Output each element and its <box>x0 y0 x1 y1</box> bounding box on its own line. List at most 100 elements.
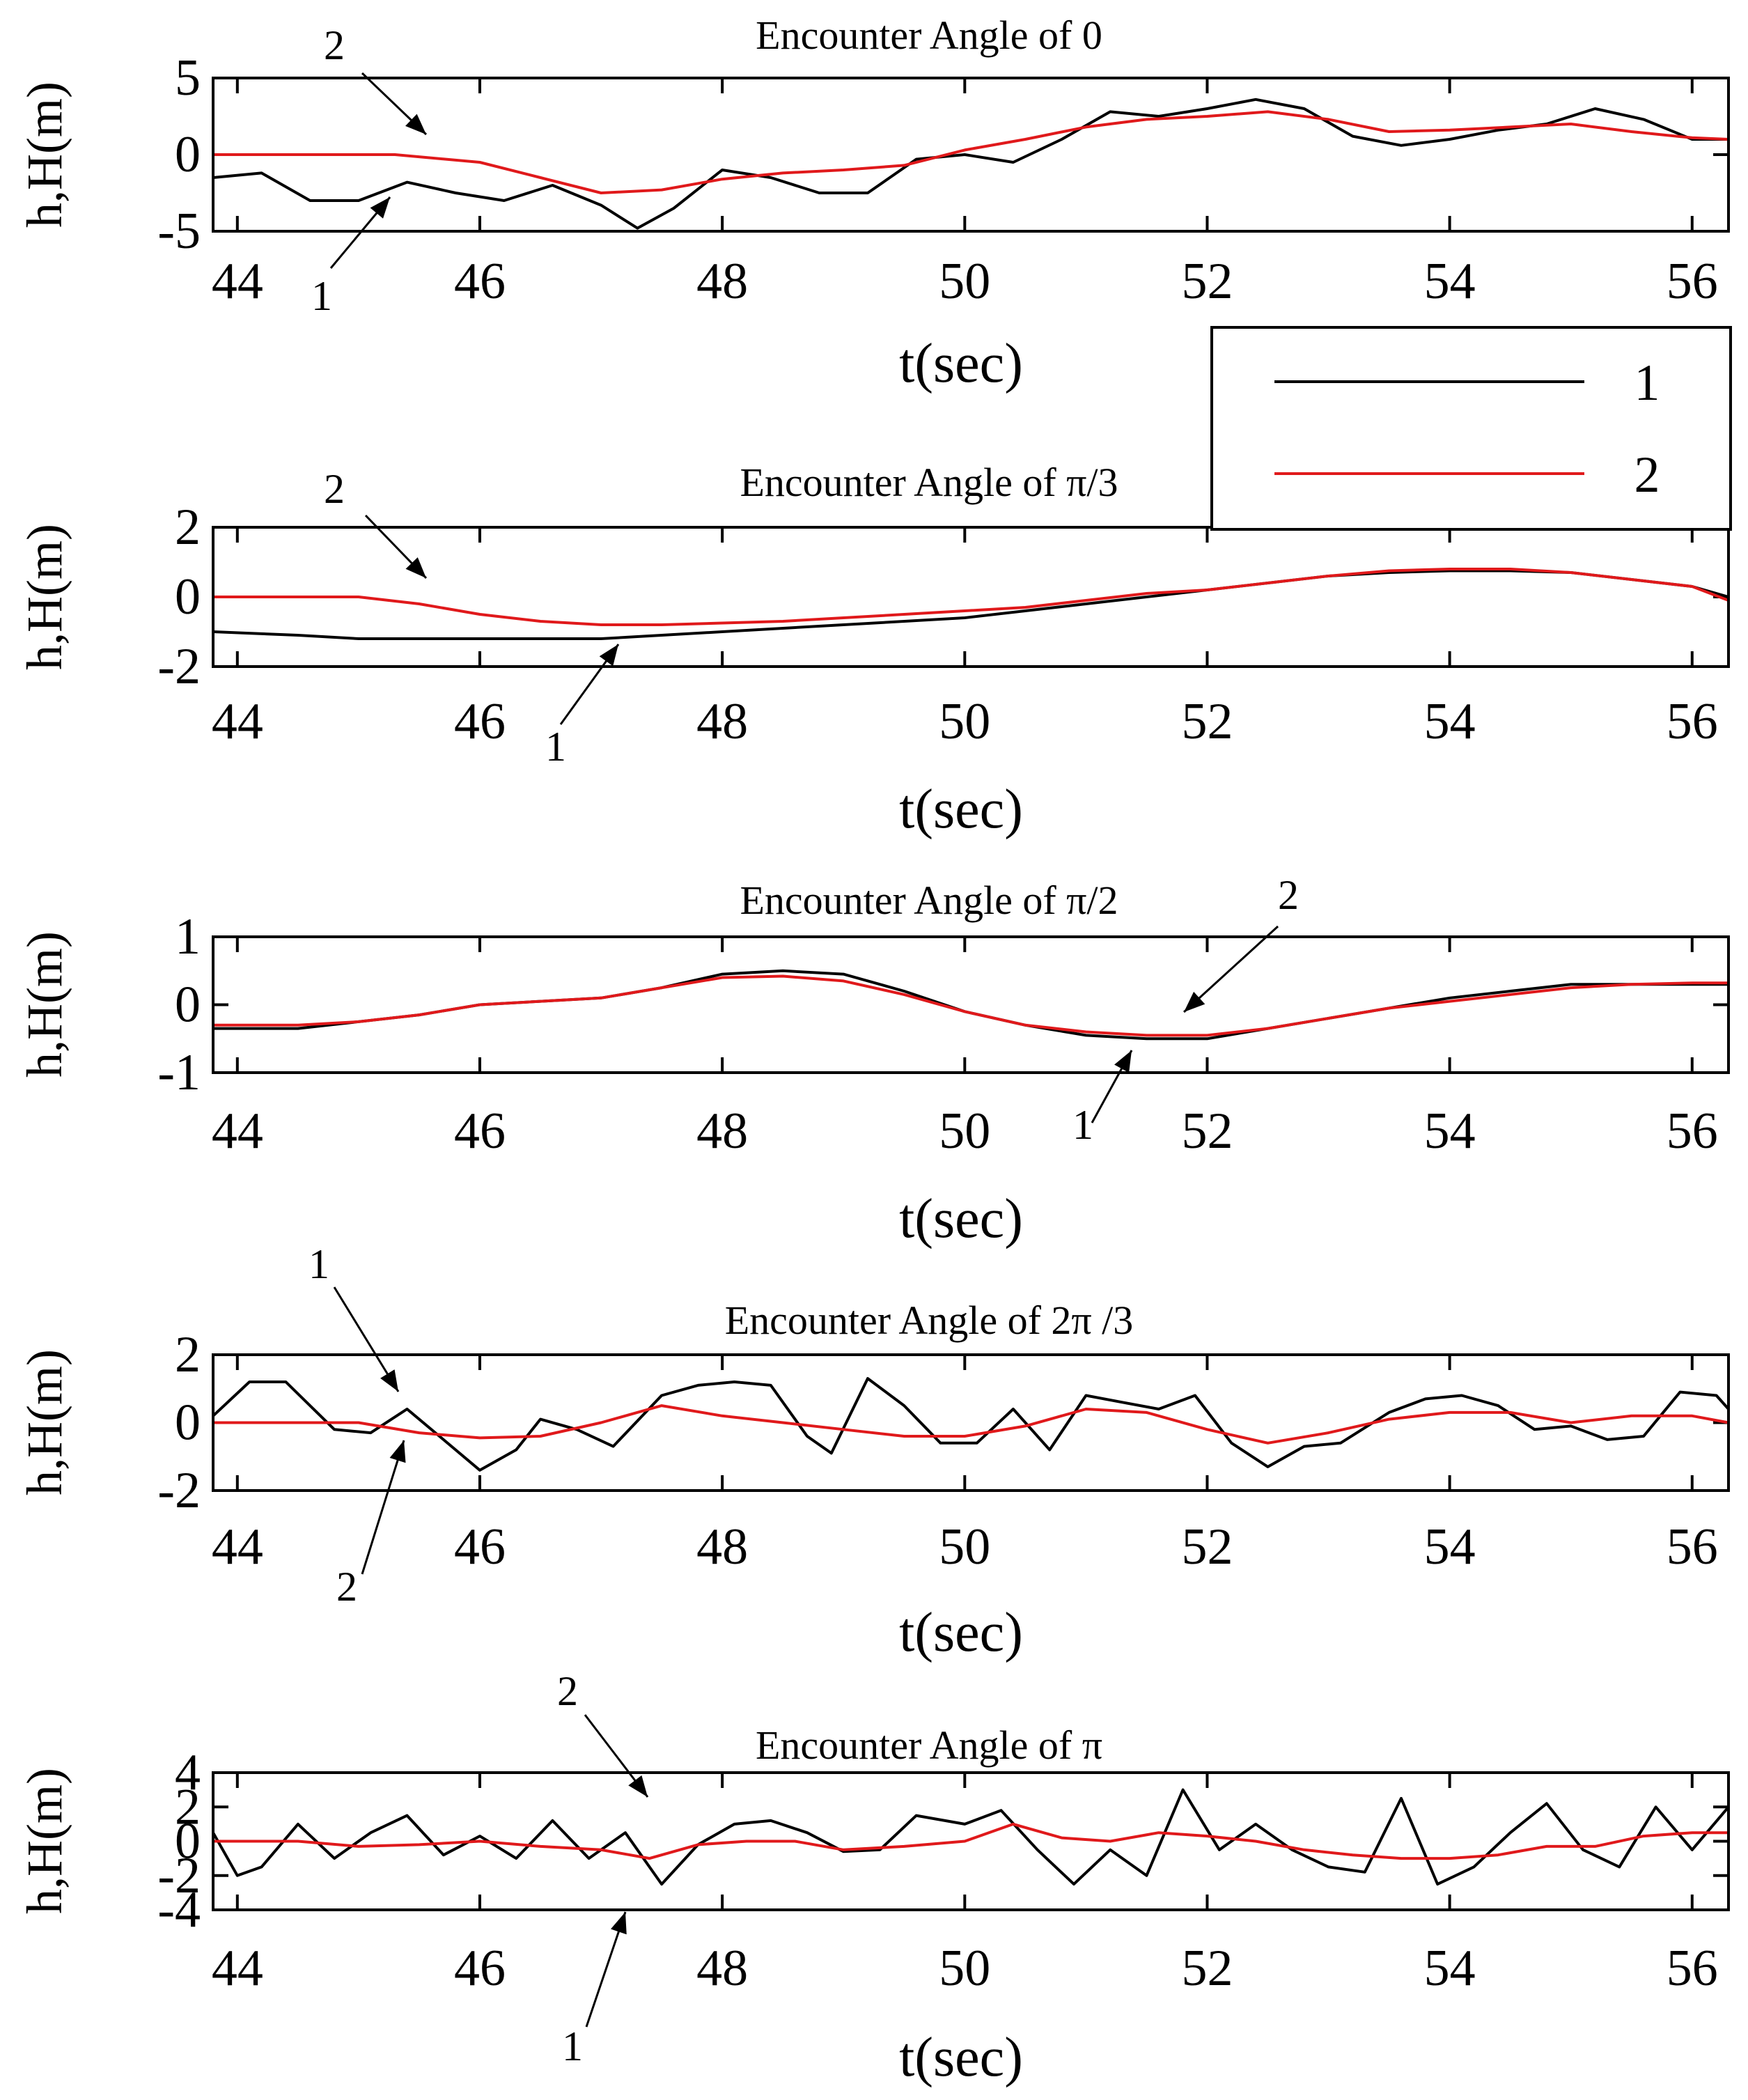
x-tick-label: 48 <box>696 693 748 750</box>
chart-title: Encounter Angle of 0 <box>756 13 1102 58</box>
y-axis-label: h,H(m) <box>17 524 72 670</box>
series-line-1 <box>212 569 1729 640</box>
annotation-arrowhead <box>628 1775 648 1797</box>
x-tick-label: 44 <box>212 253 263 310</box>
y-tick-label: 0 <box>175 977 201 1034</box>
x-axis-label: t(sec) <box>899 779 1023 840</box>
x-axis-label: t(sec) <box>899 1188 1023 1250</box>
x-tick-label: 50 <box>939 1103 990 1160</box>
plot-frame <box>212 1771 1730 1911</box>
annotation-arrow <box>1183 925 1279 1013</box>
y-tick-label: 2 <box>175 1326 201 1383</box>
annotation-label: 2 <box>324 22 345 68</box>
annotation-arrowhead <box>599 644 618 667</box>
annotation-arrowhead <box>405 557 426 578</box>
y-axis-label: h,H(m) <box>17 81 72 228</box>
plot-frame <box>212 526 1730 668</box>
series-line-2 <box>213 1822 1729 1860</box>
annotation-label: 2 <box>1278 872 1299 918</box>
chart-title: Encounter Angle of π/2 <box>740 878 1118 923</box>
x-tick-label: 56 <box>1667 1940 1718 1997</box>
annotation-arrowhead <box>370 197 390 219</box>
series-line-2 <box>213 568 1729 626</box>
x-tick-label: 46 <box>454 1518 506 1576</box>
annotation-arrowhead <box>405 114 426 134</box>
x-tick-label: 46 <box>454 1103 506 1160</box>
x-tick-label: 46 <box>454 253 506 310</box>
annotation-arrowhead <box>389 1440 406 1463</box>
legend: 12 <box>1210 326 1732 531</box>
x-axis-label: t(sec) <box>899 2027 1023 2088</box>
x-tick-label: 44 <box>212 693 263 750</box>
x-tick-label: 48 <box>696 1103 748 1160</box>
x-tick-label: 48 <box>696 253 748 310</box>
y-tick-label: 0 <box>175 568 201 625</box>
chart-panel-0: Encounter Angle of 0 h,H(m) t(sec) 44 46 48 50… <box>17 13 1730 394</box>
legend-label-2: 2 <box>1634 446 1660 504</box>
x-tick-label: 52 <box>1181 1518 1233 1576</box>
x-tick-label: 44 <box>212 1940 263 1997</box>
y-tick-label: 2 <box>175 499 201 556</box>
y-axis-label: h,H(m) <box>17 1349 72 1495</box>
x-tick-label: 52 <box>1181 1103 1233 1160</box>
y-tick-label: 4 <box>175 1744 201 1801</box>
annotation-arrowhead <box>380 1369 398 1392</box>
chart-title: Encounter Angle of π/3 <box>740 460 1118 505</box>
series-line-1 <box>213 969 1729 1041</box>
x-tick-label: 50 <box>939 253 990 310</box>
annotation-label: 2 <box>557 1668 578 1714</box>
x-tick-label: 56 <box>1667 1103 1718 1160</box>
x-tick-label: 52 <box>1181 693 1233 750</box>
chart-panel-4: Encounter Angle of π h,H(m) t(sec) 44 46 48 50… <box>17 1668 1730 2088</box>
annotation-label: 1 <box>1072 1102 1093 1148</box>
x-axis-label: t(sec) <box>899 1602 1023 1663</box>
legend-box <box>1210 326 1732 531</box>
annotation-arrowhead <box>1114 1050 1132 1073</box>
series-line-2 <box>213 110 1729 194</box>
x-tick-label: 48 <box>696 1518 748 1576</box>
plot-frame <box>212 77 1730 233</box>
x-tick-label: 44 <box>212 1518 263 1576</box>
annotation-label: 2 <box>336 1564 357 1610</box>
x-tick-label: 54 <box>1424 1518 1476 1576</box>
annotation-arrowhead <box>610 1912 627 1935</box>
series-line-1 <box>212 1377 1730 1472</box>
x-tick-label: 56 <box>1667 1518 1718 1576</box>
x-tick-label: 54 <box>1424 1103 1476 1160</box>
plot-frame <box>212 935 1730 1074</box>
x-tick-label: 50 <box>939 693 990 750</box>
series-line-1 <box>212 98 1729 230</box>
annotation-label: 1 <box>311 273 332 319</box>
x-tick-label: 52 <box>1181 253 1233 310</box>
x-tick-label: 44 <box>212 1103 263 1160</box>
annotation-arrowhead <box>1184 991 1205 1012</box>
y-axis-label: h,H(m) <box>17 1768 72 1914</box>
x-tick-label: 56 <box>1667 693 1718 750</box>
x-tick-label: 52 <box>1181 1940 1233 1997</box>
chart-panel-2: Encounter Angle of π/2 h,H(m) t(sec) 44 46 48… <box>17 872 1730 1250</box>
annotation-label: 2 <box>324 466 345 512</box>
y-tick-label: -2 <box>157 1847 201 1904</box>
y-tick-label: -2 <box>157 1462 201 1519</box>
x-tick-label: 54 <box>1424 693 1476 750</box>
plot-frame <box>212 1353 1730 1492</box>
x-tick-label: 48 <box>696 1940 748 1997</box>
y-tick-label: 0 <box>175 1813 201 1870</box>
y-tick-label: 1 <box>175 908 201 965</box>
x-tick-label: 54 <box>1424 1940 1476 1997</box>
series-line-2 <box>213 1404 1729 1445</box>
x-tick-label: 50 <box>939 1518 990 1576</box>
y-axis-label: h,H(m) <box>17 931 72 1078</box>
annotation-label: 1 <box>545 724 566 770</box>
x-tick-label: 50 <box>939 1940 990 1997</box>
x-tick-label: 46 <box>454 693 506 750</box>
annotation-label: 1 <box>309 1241 329 1287</box>
y-tick-label: 5 <box>175 49 201 107</box>
y-tick-label: -1 <box>157 1044 201 1101</box>
annotation-arrow <box>361 1440 405 1575</box>
x-axis-label: t(sec) <box>899 333 1023 394</box>
chart-panel-1: Encounter Angle of π/3 h,H(m) t(sec) 44 46 48… <box>17 460 1730 840</box>
x-tick-label: 54 <box>1424 253 1476 310</box>
annotation-label: 1 <box>562 2023 583 2069</box>
x-tick-label: 56 <box>1667 253 1718 310</box>
